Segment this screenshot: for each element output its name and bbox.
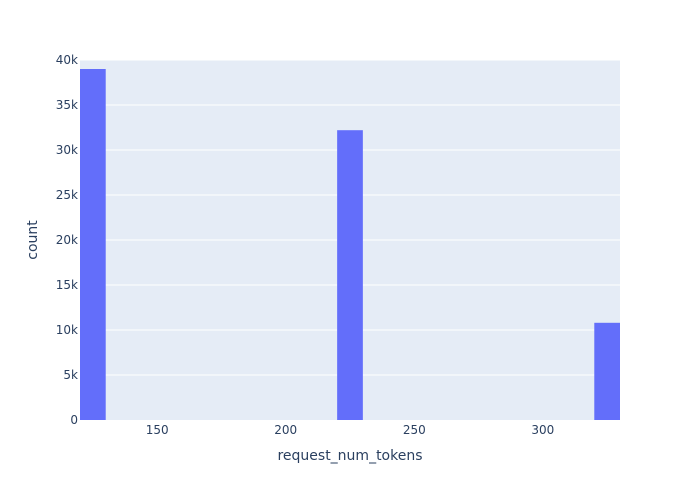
- x-tick-label: 300: [531, 423, 554, 437]
- histogram-bar: [337, 130, 363, 420]
- y-tick-label: 35k: [56, 98, 78, 112]
- y-tick-label: 15k: [56, 278, 78, 292]
- histogram-bar: [80, 69, 106, 420]
- x-tick-label: 250: [403, 423, 426, 437]
- bars: [80, 69, 620, 420]
- y-axis-ticks: 0 5k 10k 15k 20k 25k 30k 35k 40k: [56, 53, 78, 427]
- x-axis-title: request_num_tokens: [277, 448, 422, 464]
- y-tick-label: 20k: [56, 233, 78, 247]
- x-tick-label: 200: [274, 423, 297, 437]
- y-tick-label: 25k: [56, 188, 78, 202]
- y-axis-title: count: [25, 220, 41, 260]
- x-tick-label: 150: [146, 423, 169, 437]
- y-tick-label: 0: [70, 413, 78, 427]
- x-axis-ticks: 150 200 250 300: [146, 423, 555, 437]
- y-tick-label: 10k: [56, 323, 78, 337]
- y-tick-label: 5k: [63, 368, 78, 382]
- histogram-bar: [594, 322, 620, 420]
- y-tick-label: 40k: [56, 53, 78, 67]
- y-tick-label: 30k: [56, 143, 78, 157]
